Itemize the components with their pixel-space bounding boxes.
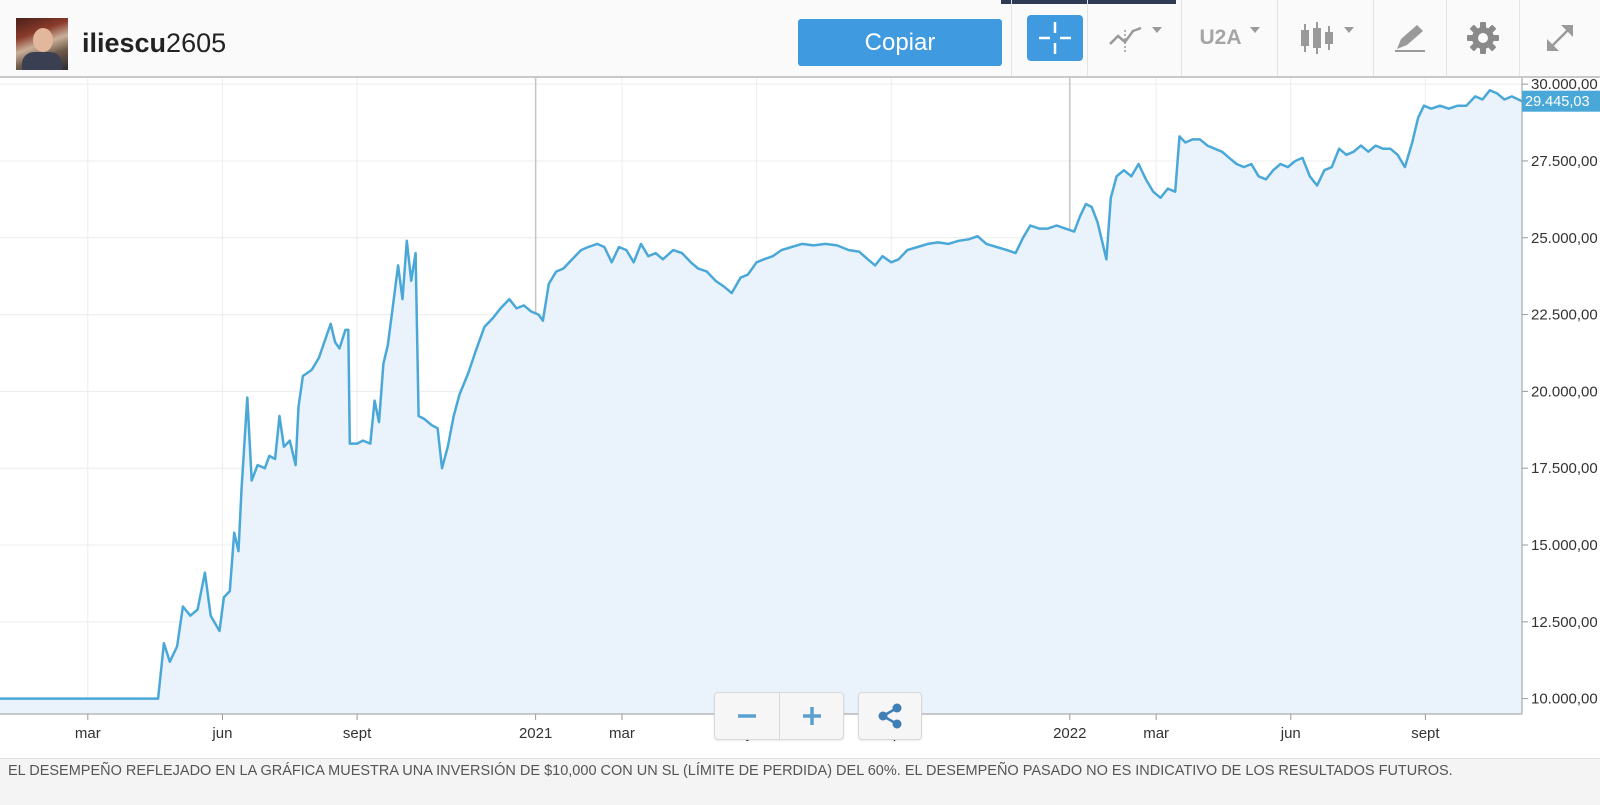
last-value-label: 29.445,03: [1525, 94, 1590, 110]
equity-area-fill: [0, 90, 1522, 715]
zoom-in-button[interactable]: [780, 693, 844, 739]
last-value-marker: 29.445,03: [1522, 90, 1600, 112]
avatar-face: [33, 28, 53, 52]
username[interactable]: iliescu2605: [82, 26, 226, 60]
copy-button[interactable]: Copiar: [798, 19, 1002, 66]
active-tab-indicator: [1001, 0, 1176, 4]
x-tick-label: 2022: [1053, 725, 1086, 742]
y-axis-ticks: 10.000,00 12.500,00 15.000,00 17.500,00 20.0…: [1522, 76, 1598, 708]
x-tick-label: 2021: [519, 725, 552, 742]
x-tick-label: jun: [1280, 725, 1301, 742]
crosshair-tool[interactable]: [1011, 0, 1097, 76]
x-tick-label: sept: [1411, 725, 1440, 742]
x-tick-label: sept: [343, 725, 372, 742]
x-tick-label: jun: [211, 725, 232, 742]
chevron-down-icon: [1151, 27, 1162, 33]
y-tick-label: 20.000,00: [1531, 383, 1598, 400]
avatar-shirt: [22, 52, 62, 70]
username-suffix: 2605: [166, 28, 227, 58]
avatar[interactable]: [16, 18, 68, 70]
chevron-down-icon: [1343, 27, 1354, 33]
chart-area[interactable]: 10.000,00 12.500,00 15.000,00 17.500,00 20.0…: [0, 76, 1600, 758]
zoom-divider: [779, 693, 780, 739]
x-tick-label: mar: [609, 725, 635, 742]
crosshair-button[interactable]: [1026, 15, 1083, 61]
top-toolbar: iliescu2605 Copiar U2A: [0, 0, 1600, 78]
footer: EL DESEMPEÑO REFLEJADO EN LA GRÁFICA MUE…: [0, 758, 1600, 805]
zoom-controls: [714, 692, 844, 740]
interval-dropdown[interactable]: U2A: [1181, 0, 1277, 76]
chart-type-dropdown[interactable]: [1087, 0, 1181, 76]
minus-icon: [738, 714, 756, 718]
draw-tool[interactable]: [1373, 0, 1446, 76]
y-tick-label: 17.500,00: [1531, 460, 1598, 477]
gear-icon: [1467, 22, 1499, 54]
line-chart-icon: [1108, 26, 1141, 52]
y-tick-label: 25.000,00: [1531, 230, 1598, 247]
y-tick-label: 12.500,00: [1531, 614, 1598, 631]
fullscreen-button[interactable]: [1519, 0, 1600, 76]
y-tick-label: 15.000,00: [1531, 537, 1598, 554]
y-tick-label: 10.000,00: [1531, 691, 1598, 708]
draw-icon: [1395, 25, 1425, 52]
y-tick-label: 27.500,00: [1531, 153, 1598, 170]
plus-icon: [803, 707, 821, 725]
equity-chart[interactable]: 10.000,00 12.500,00 15.000,00 17.500,00 20.0…: [0, 76, 1600, 758]
chevron-down-icon: [1249, 27, 1260, 33]
y-tick-label: 30.000,00: [1531, 78, 1598, 93]
equity-line: [0, 89, 1523, 700]
last-value-badge: [1522, 90, 1600, 112]
settings-button[interactable]: [1446, 0, 1519, 76]
zoom-out-button[interactable]: [715, 693, 779, 739]
interval-label: U2A: [1199, 26, 1242, 49]
share-button[interactable]: [858, 692, 922, 740]
crosshair-icon: [1038, 22, 1071, 54]
x-tick-label: mar: [1143, 725, 1169, 742]
disclaimer-text: EL DESEMPEÑO REFLEJADO EN LA GRÁFICA MUE…: [8, 763, 1453, 779]
x-tick-label: mar: [75, 725, 101, 742]
username-bold: iliescu: [82, 28, 167, 58]
candle-style-dropdown[interactable]: [1277, 0, 1373, 76]
candlestick-icon: [1300, 22, 1333, 54]
share-icon: [878, 703, 902, 729]
y-tick-label: 22.500,00: [1531, 307, 1598, 324]
expand-icon: [1547, 25, 1573, 51]
